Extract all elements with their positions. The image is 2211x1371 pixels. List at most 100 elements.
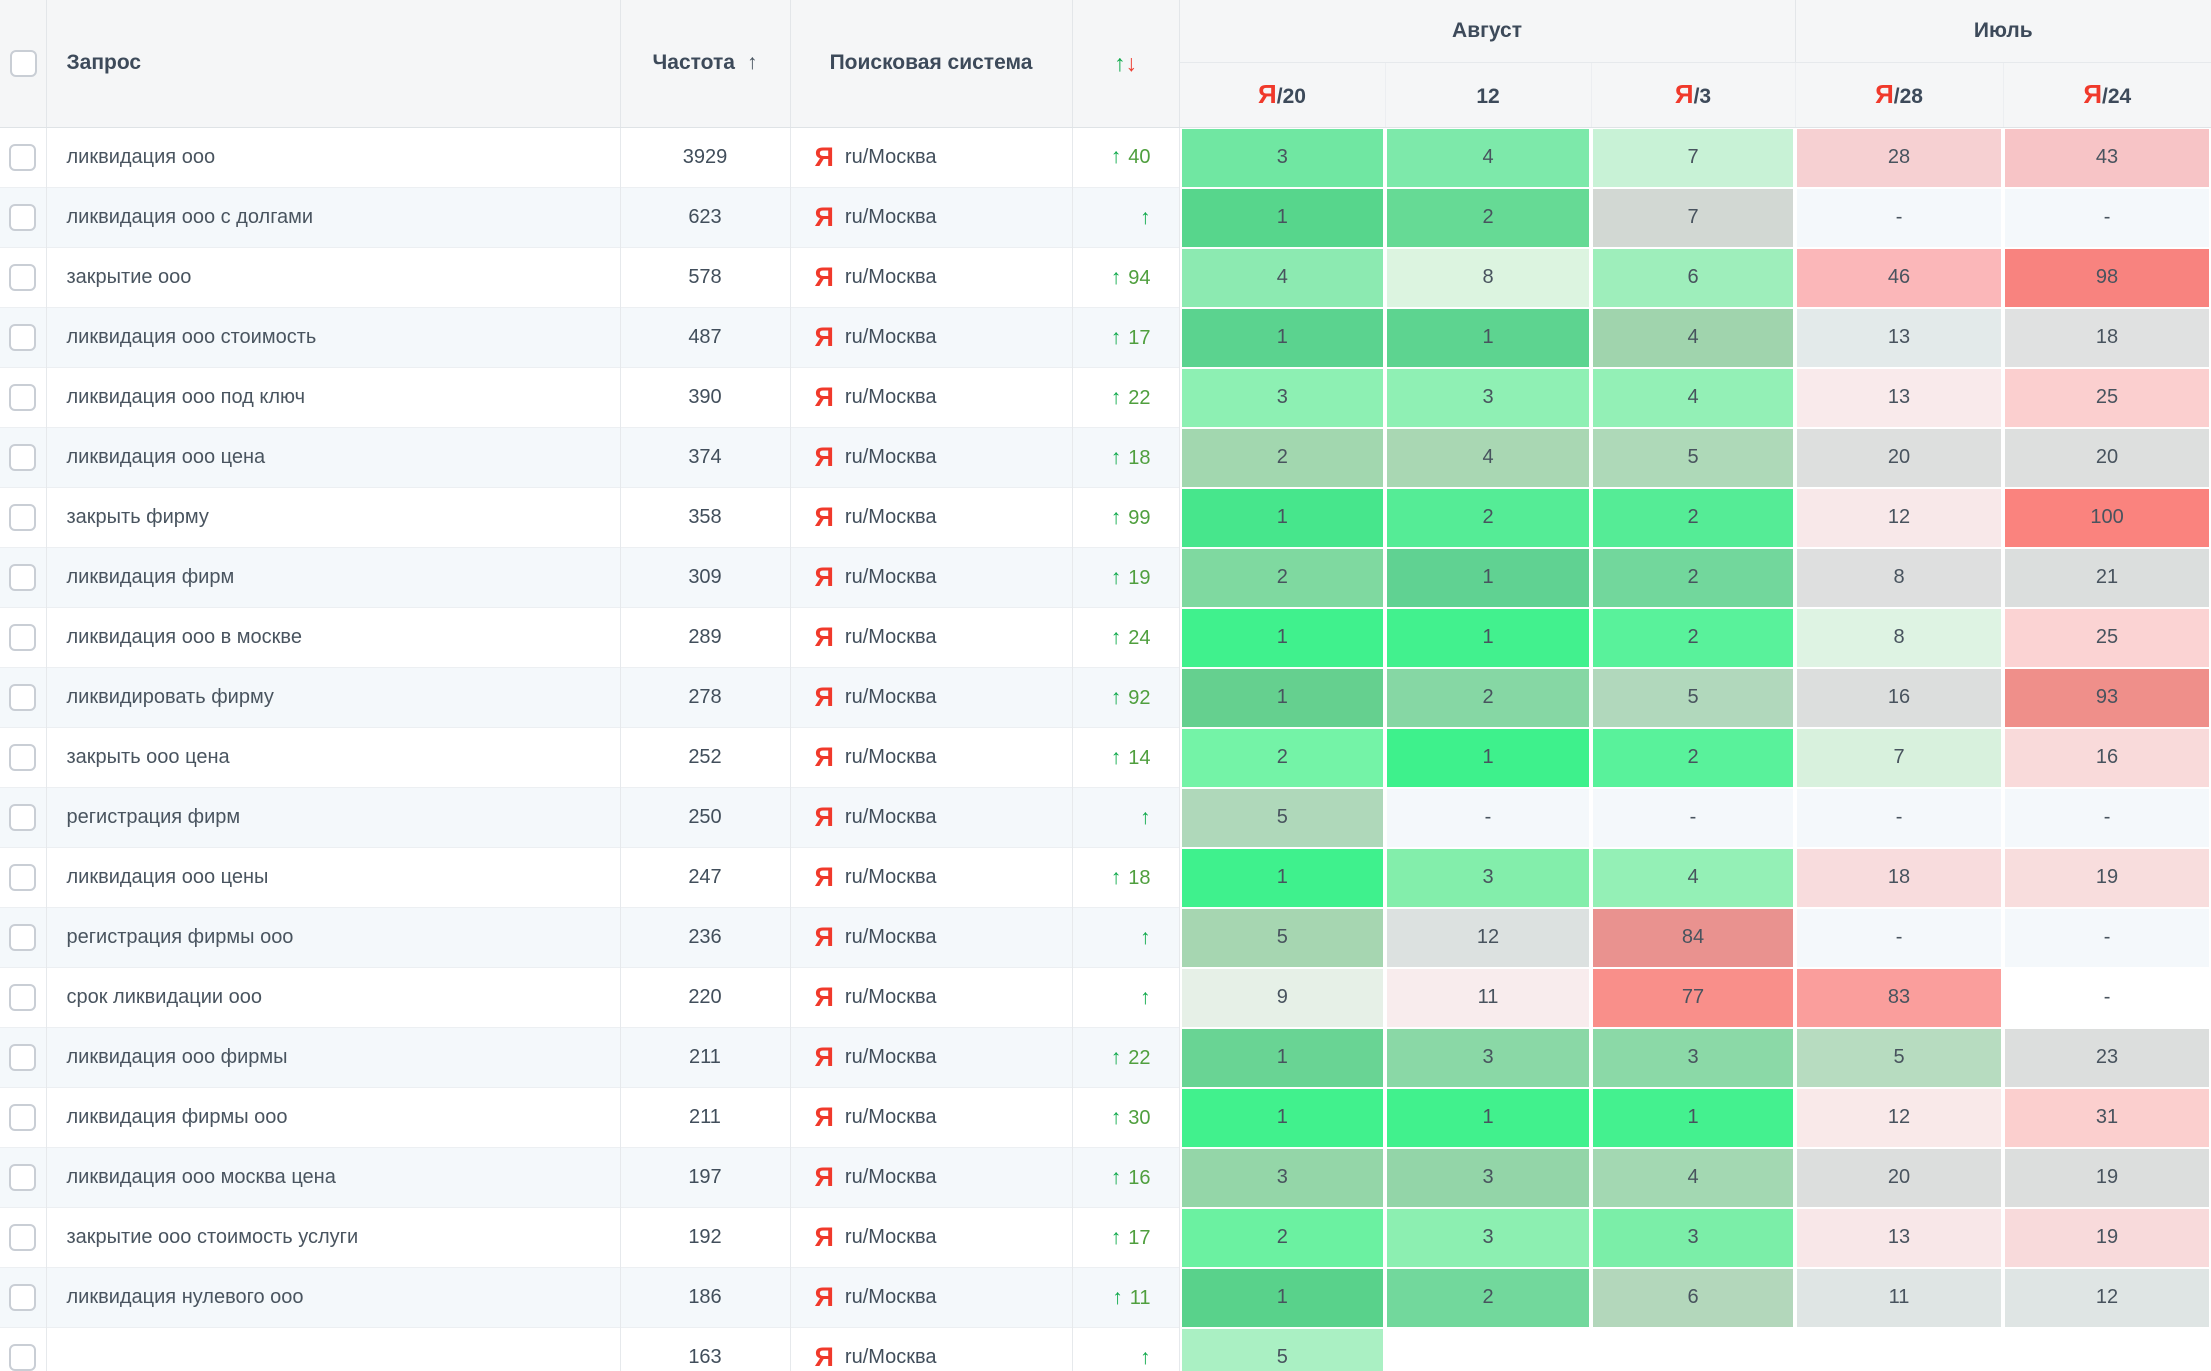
row-checkbox[interactable] bbox=[9, 684, 37, 711]
row-checkbox[interactable] bbox=[9, 1104, 37, 1131]
change-value: 24 bbox=[1128, 626, 1151, 649]
change-value: 22 bbox=[1128, 1046, 1151, 1069]
row-checkbox[interactable] bbox=[9, 1344, 37, 1371]
frequency-cell: 309 bbox=[620, 547, 791, 608]
select-all-checkbox[interactable] bbox=[10, 49, 38, 77]
query-cell[interactable]: ликвидировать фирму bbox=[46, 667, 621, 728]
row-checkbox[interactable] bbox=[9, 384, 37, 411]
position-cell: 12 bbox=[1795, 1087, 2004, 1148]
up-arrow-icon: ↑ bbox=[1110, 1165, 1122, 1189]
row-checkbox[interactable] bbox=[9, 204, 37, 231]
row-checkbox[interactable] bbox=[9, 924, 37, 951]
query-cell[interactable]: ликвидация ооо москва цена bbox=[46, 1147, 621, 1208]
position-cell: 3 bbox=[1591, 1027, 1796, 1088]
position-value bbox=[2005, 1328, 2210, 1371]
row-checkbox[interactable] bbox=[9, 1224, 37, 1251]
query-cell[interactable]: ликвидация ооо фирмы bbox=[46, 1027, 621, 1088]
row-checkbox[interactable] bbox=[9, 984, 37, 1011]
row-checkbox[interactable] bbox=[9, 444, 37, 471]
position-cell bbox=[1591, 1327, 1796, 1371]
position-value: 11 bbox=[1797, 1268, 2002, 1327]
change-value: 22 bbox=[1128, 386, 1151, 409]
row-checkbox[interactable] bbox=[9, 864, 37, 891]
up-arrow-icon: ↑ bbox=[1110, 505, 1122, 529]
engine-region-label: ru/Москва bbox=[844, 1046, 937, 1068]
query-cell[interactable]: ликвидация ооо с долгами bbox=[46, 187, 621, 248]
position-cell: 21 bbox=[2003, 547, 2211, 608]
change-column-header[interactable]: ↑↓ bbox=[1072, 0, 1180, 128]
position-value: 2 bbox=[1181, 548, 1383, 607]
search-engine-column-header[interactable]: Поисковая система bbox=[790, 0, 1073, 128]
position-value: 23 bbox=[2005, 1028, 2210, 1087]
row-checkbox[interactable] bbox=[9, 804, 37, 831]
position-value: 43 bbox=[2005, 128, 2210, 187]
query-cell[interactable]: ликвидация фирмы ооо bbox=[46, 1087, 621, 1148]
date-column-header[interactable]: Я/20 bbox=[1179, 62, 1386, 128]
query-cell[interactable]: ликвидация ооо цены bbox=[46, 847, 621, 908]
position-value: 16 bbox=[2005, 728, 2210, 787]
date-label: /20 bbox=[1276, 85, 1306, 108]
position-value: 4 bbox=[1387, 128, 1589, 187]
up-arrow-icon: ↑ bbox=[1110, 745, 1122, 769]
date-column-header[interactable]: Я/28 bbox=[1795, 62, 2004, 128]
frequency-column-header[interactable]: Частота ↑ bbox=[620, 0, 791, 128]
query-column-header[interactable]: Запрос bbox=[46, 0, 621, 128]
position-value: 5 bbox=[1797, 1028, 2002, 1087]
change-value: 14 bbox=[1128, 746, 1151, 769]
date-column-header[interactable]: Я/3 bbox=[1591, 62, 1796, 128]
query-cell[interactable]: ликвидация ооо стоимость bbox=[46, 307, 621, 368]
position-cell: 3 bbox=[1385, 1027, 1591, 1088]
position-value: 9 bbox=[1181, 968, 1383, 1027]
query-cell[interactable]: ликвидация ооо bbox=[46, 127, 621, 188]
row-checkbox[interactable] bbox=[9, 1164, 37, 1191]
change-cell: ↑ 40 bbox=[1072, 127, 1180, 188]
row-checkbox[interactable] bbox=[9, 143, 37, 171]
row-checkbox[interactable] bbox=[9, 744, 37, 771]
yandex-icon: Я bbox=[814, 382, 834, 412]
date-column-header[interactable]: 12 bbox=[1385, 62, 1592, 128]
change-value: 11 bbox=[1129, 1286, 1151, 1309]
yandex-icon: Я bbox=[814, 1162, 834, 1192]
query-cell[interactable]: регистрация фирм bbox=[46, 787, 621, 848]
position-value: 6 bbox=[1593, 1268, 1794, 1327]
query-cell[interactable]: срок ликвидации ооо bbox=[46, 967, 621, 1028]
position-cell: 19 bbox=[2003, 847, 2211, 908]
position-cell: 1 bbox=[1179, 667, 1385, 728]
query-cell[interactable]: закрыть фирму bbox=[46, 487, 621, 548]
change-value: 18 bbox=[1128, 446, 1151, 469]
row-checkbox[interactable] bbox=[9, 504, 37, 531]
position-value: 21 bbox=[2005, 548, 2210, 607]
change-value: 30 bbox=[1128, 1106, 1151, 1129]
query-cell[interactable]: ликвидация ооо под ключ bbox=[46, 367, 621, 428]
row-checkbox[interactable] bbox=[9, 264, 37, 291]
query-cell[interactable] bbox=[46, 1327, 621, 1371]
query-cell[interactable]: ликвидация фирм bbox=[46, 547, 621, 608]
query-cell[interactable]: регистрация фирмы ооо bbox=[46, 907, 621, 968]
query-cell[interactable]: закрытие ооо стоимость услуги bbox=[46, 1207, 621, 1268]
up-arrow-icon: ↑ bbox=[1110, 625, 1122, 649]
row-checkbox[interactable] bbox=[9, 1284, 37, 1311]
query-cell[interactable]: ликвидация ооо в москве bbox=[46, 607, 621, 668]
position-cell: 1 bbox=[1179, 1027, 1385, 1088]
change-cell: ↑ 19 bbox=[1072, 547, 1180, 608]
position-cell: 4 bbox=[1385, 127, 1591, 188]
row-checkbox[interactable] bbox=[9, 324, 37, 351]
query-cell[interactable]: ликвидация ооо цена bbox=[46, 427, 621, 488]
query-column-label: Запрос bbox=[66, 51, 142, 75]
change-value: 16 bbox=[1128, 1166, 1151, 1189]
change-cell: ↑ 30 bbox=[1072, 1087, 1180, 1148]
row-checkbox[interactable] bbox=[9, 564, 37, 591]
row-checkbox[interactable] bbox=[9, 624, 37, 651]
query-cell[interactable]: закрытие ооо bbox=[46, 247, 621, 308]
position-value: - bbox=[1797, 788, 2002, 847]
sort-ascending-icon[interactable]: ↑ bbox=[746, 51, 758, 75]
query-cell[interactable]: ликвидация нулевого ооо bbox=[46, 1267, 621, 1328]
position-value: 16 bbox=[1797, 668, 2002, 727]
row-checkbox[interactable] bbox=[9, 1044, 37, 1071]
date-column-header[interactable]: Я/24 bbox=[2003, 62, 2211, 128]
query-cell[interactable]: закрыть ооо цена bbox=[46, 727, 621, 788]
month-label: Август bbox=[1452, 18, 1522, 42]
